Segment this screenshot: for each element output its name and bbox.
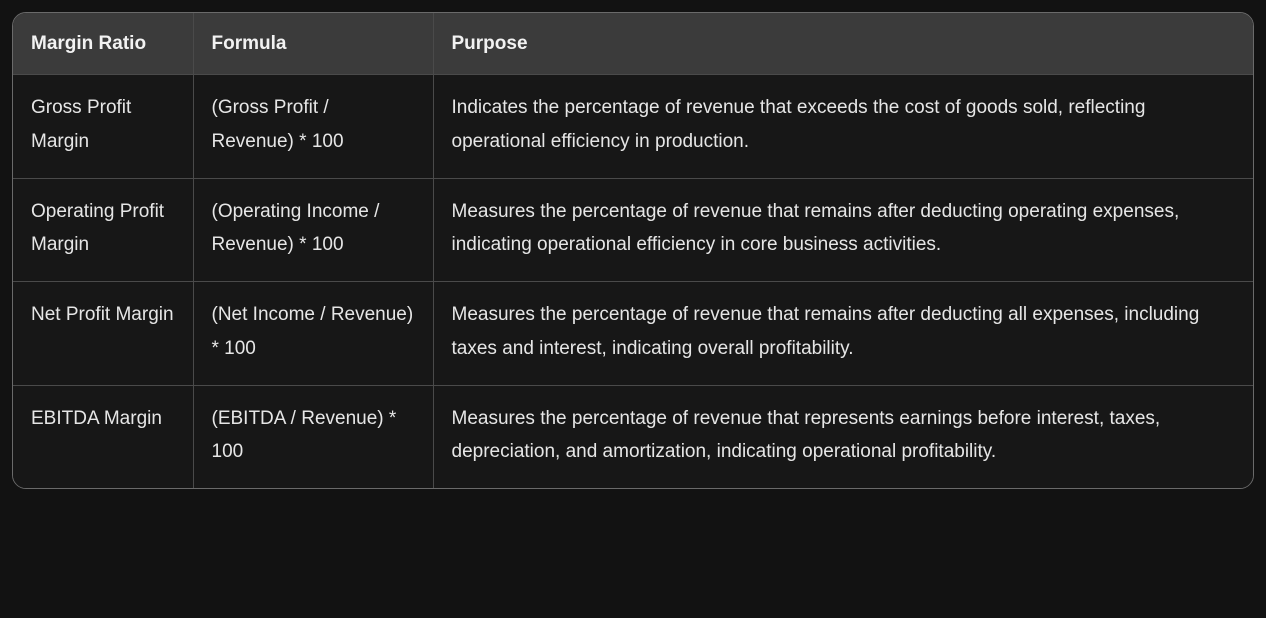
cell-formula: (EBITDA / Revenue) * 100 [193, 385, 433, 488]
cell-purpose: Measures the percentage of revenue that … [433, 385, 1253, 488]
col-header-purpose: Purpose [433, 13, 1253, 75]
cell-margin-ratio: Gross Profit Margin [13, 75, 193, 179]
cell-purpose: Indicates the percentage of revenue that… [433, 75, 1253, 179]
table-row: EBITDA Margin (EBITDA / Revenue) * 100 M… [13, 385, 1253, 488]
table-header-row: Margin Ratio Formula Purpose [13, 13, 1253, 75]
cell-formula: (Operating Income / Revenue) * 100 [193, 178, 433, 282]
table-row: Gross Profit Margin (Gross Profit / Reve… [13, 75, 1253, 179]
margin-ratios-table-wrap: Margin Ratio Formula Purpose Gross Profi… [12, 12, 1254, 489]
col-header-margin-ratio: Margin Ratio [13, 13, 193, 75]
cell-margin-ratio: Operating Profit Margin [13, 178, 193, 282]
table-row: Operating Profit Margin (Operating Incom… [13, 178, 1253, 282]
col-header-formula: Formula [193, 13, 433, 75]
cell-formula: (Gross Profit / Revenue) * 100 [193, 75, 433, 179]
table-row: Net Profit Margin (Net Income / Revenue)… [13, 282, 1253, 386]
cell-margin-ratio: EBITDA Margin [13, 385, 193, 488]
cell-purpose: Measures the percentage of revenue that … [433, 178, 1253, 282]
margin-ratios-table: Margin Ratio Formula Purpose Gross Profi… [13, 13, 1253, 488]
cell-purpose: Measures the percentage of revenue that … [433, 282, 1253, 386]
cell-margin-ratio: Net Profit Margin [13, 282, 193, 386]
cell-formula: (Net Income / Revenue) * 100 [193, 282, 433, 386]
